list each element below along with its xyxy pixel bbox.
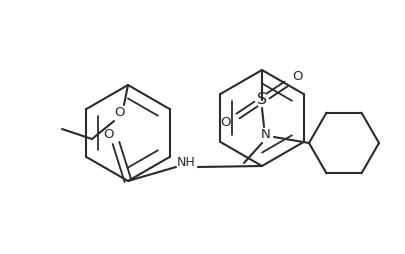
Text: O: O — [104, 129, 114, 141]
Text: N: N — [260, 129, 270, 141]
Text: NH: NH — [176, 156, 195, 169]
Text: O: O — [220, 117, 231, 130]
Text: O: O — [292, 71, 303, 84]
Text: O: O — [115, 106, 125, 119]
Text: S: S — [256, 92, 266, 107]
